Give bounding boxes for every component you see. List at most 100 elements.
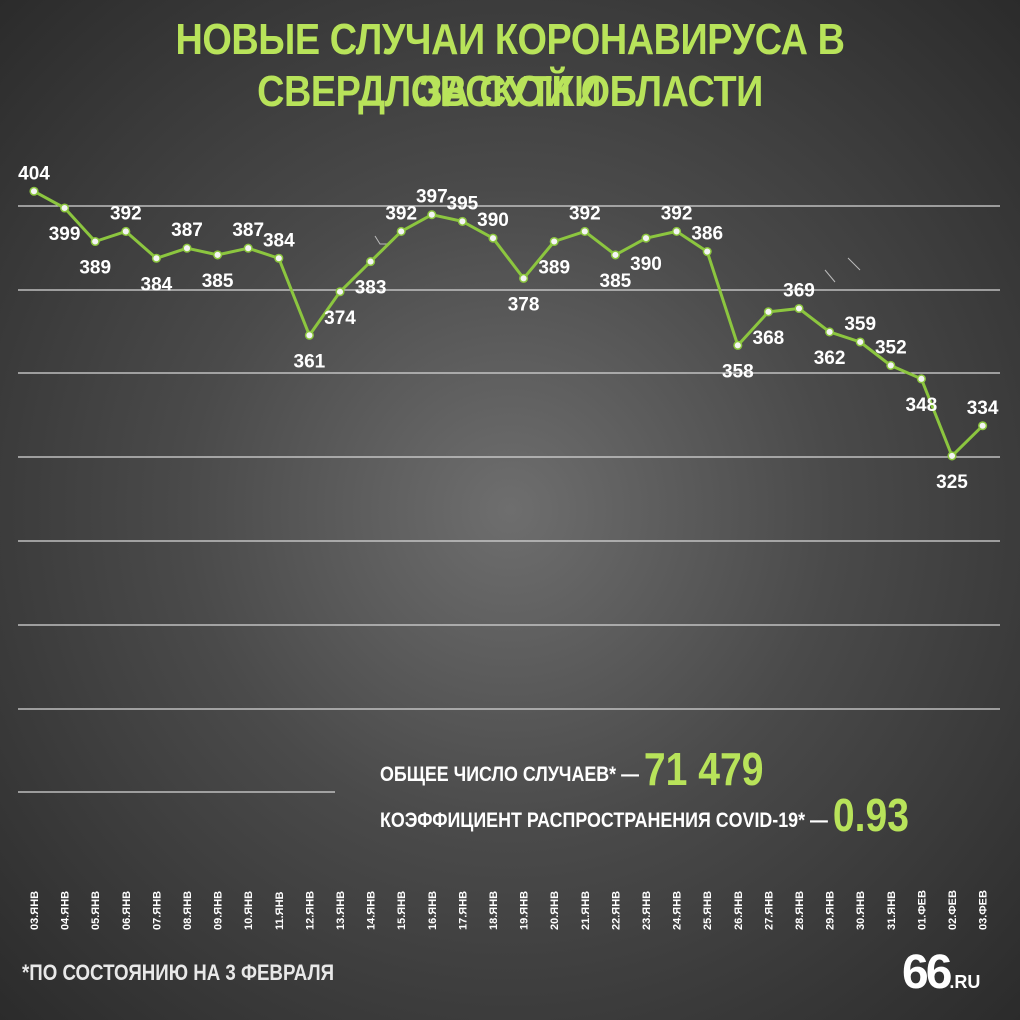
data-point [366, 257, 376, 267]
x-tick-label: 05.ЯНВ [90, 891, 102, 930]
data-label: 390 [630, 254, 662, 275]
chart-title-line-2: ЗА СУТКИ [419, 67, 601, 116]
x-tick-label: 28.ЯНВ [794, 891, 806, 930]
x-tick-label: 06.ЯНВ [121, 891, 133, 930]
data-label: 397 [416, 187, 448, 208]
x-tick-label: 16.ЯНВ [427, 891, 439, 930]
x-tick-label: 31.ЯНВ [886, 891, 898, 930]
data-label: 334 [967, 398, 999, 419]
data-point [29, 186, 39, 196]
data-label: 390 [477, 210, 509, 231]
x-tick-label: 07.ЯНВ [151, 891, 163, 930]
data-label: 392 [661, 203, 693, 224]
x-tick-label: 09.ЯНВ [213, 891, 225, 930]
data-point [610, 250, 620, 260]
logo-domain: .RU [949, 972, 981, 992]
data-point [182, 243, 192, 253]
data-point [60, 203, 70, 213]
x-tick-label: 03.ЯНВ [29, 891, 41, 930]
x-tick-label: 10.ЯНВ [243, 891, 255, 930]
data-label: 392 [569, 203, 601, 224]
data-point [151, 253, 161, 263]
data-point [763, 307, 773, 317]
x-tick-labels: 03.ЯНВ 04.ЯНВ 05.ЯНВ 06.ЯНВ 07.ЯНВ 08.ЯНВ 09.Я… [29, 890, 990, 930]
data-point [304, 330, 314, 340]
leader-line [824, 269, 836, 283]
x-tick-label: 02.ФЕВ [947, 890, 959, 930]
data-label: 389 [79, 258, 111, 279]
x-tick-label: 11.ЯНВ [274, 891, 286, 930]
data-label: 325 [936, 472, 968, 493]
gridlines [18, 205, 1000, 793]
data-label: 368 [753, 328, 785, 349]
data-label: 404 [18, 163, 50, 184]
data-point [641, 233, 651, 243]
total-cases-label: ОБЩЕЕ ЧИСЛО СЛУЧАЕВ* — [380, 763, 639, 786]
brand-logo: 66.RU [902, 945, 980, 1000]
x-tick-label: 22.ЯНВ [610, 891, 622, 930]
x-tick-label: 14.ЯНВ [366, 891, 378, 930]
data-point [916, 374, 926, 384]
x-tick-label: 27.ЯНВ [763, 891, 775, 930]
data-label: 392 [110, 203, 142, 224]
data-label: 392 [385, 203, 417, 224]
data-label: 358 [722, 361, 754, 382]
data-label: 399 [49, 224, 81, 245]
spread-coefficient-value: 0.93 [832, 789, 909, 841]
data-point [90, 236, 100, 247]
data-label: 378 [508, 294, 540, 315]
data-label: 369 [783, 281, 815, 302]
x-tick-label: 12.ЯНВ [304, 891, 316, 930]
x-tick-label: 26.ЯНВ [733, 891, 745, 930]
data-point [794, 303, 804, 314]
logo-number: 66 [902, 946, 952, 999]
data-point [488, 233, 498, 243]
data-point [335, 287, 345, 297]
data-label: 383 [355, 278, 387, 299]
series-line [33, 189, 984, 458]
data-point [825, 327, 835, 337]
data-point [702, 247, 712, 257]
x-tick-label: 04.ЯНВ [60, 891, 72, 930]
spread-coefficient-label: КОЭФФИЦИЕНТ РАСПРОСТРАНЕНИЯ COVID-19* — [380, 809, 828, 832]
data-label: 395 [447, 193, 479, 214]
data-point [213, 250, 223, 260]
x-tick-label: 19.ЯНВ [519, 891, 531, 930]
data-point [978, 421, 988, 431]
data-label: 387 [232, 220, 264, 241]
x-tick-label: 08.ЯНВ [182, 891, 194, 930]
x-tick-label: 15.ЯНВ [396, 891, 408, 930]
data-point [947, 451, 957, 461]
data-label: 348 [906, 395, 938, 416]
data-point [549, 236, 559, 247]
x-tick-label: 30.ЯНВ [855, 891, 867, 930]
leader-line [374, 235, 387, 245]
data-point [886, 360, 896, 371]
x-tick-label: 29.ЯНВ [825, 891, 837, 930]
x-tick-label: 01.ФЕВ [916, 890, 928, 930]
data-point [733, 340, 743, 350]
data-point [243, 243, 253, 253]
x-tick-label: 25.ЯНВ [702, 891, 714, 930]
data-point [427, 210, 437, 220]
footnote: *ПО СОСТОЯНИЮ НА 3 ФЕВРАЛЯ [22, 960, 335, 985]
total-cases-stat: ОБЩЕЕ ЧИСЛО СЛУЧАЕВ* — 71 479 [380, 742, 763, 796]
data-label: 352 [875, 337, 907, 358]
x-tick-label: 13.ЯНВ [335, 891, 347, 930]
total-cases-value: 71 479 [643, 743, 764, 795]
spread-coefficient-stat: КОЭФФИЦИЕНТ РАСПРОСТРАНЕНИЯ COVID-19* — … [380, 788, 909, 842]
data-point [121, 226, 131, 236]
data-label: 389 [538, 258, 570, 279]
label-leader-lines [374, 235, 861, 283]
data-label: 384 [263, 230, 295, 251]
x-tick-label: 20.ЯНВ [549, 891, 561, 930]
data-labels: 4043993893923843873853873843613743833923… [18, 163, 999, 493]
data-label: 361 [294, 351, 326, 372]
data-point [519, 273, 529, 283]
chart-title-line-1: НОВЫЕ СЛУЧАИ КОРОНАВИРУСА В СВЕРДЛОВСКОЙ… [175, 15, 845, 116]
data-label: 386 [691, 224, 723, 245]
data-label: 387 [171, 220, 203, 241]
data-label: 385 [202, 271, 234, 292]
data-point [672, 226, 682, 236]
